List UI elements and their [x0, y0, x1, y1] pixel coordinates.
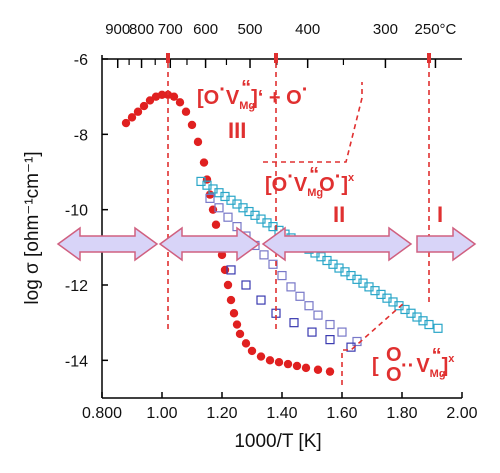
data-point-square	[223, 212, 233, 222]
data-point-circle	[292, 361, 302, 371]
data-point-square	[337, 327, 347, 337]
x-tick-label: 1.40	[266, 405, 297, 422]
data-point-circle	[157, 90, 167, 99]
x-tick-label: 1.00	[146, 405, 177, 422]
x-tick-label: 1.80	[386, 405, 417, 422]
region-boundaries	[166, 53, 431, 332]
data-point-circle	[265, 356, 275, 365]
defect-formula-3-o-top: O	[386, 344, 402, 366]
data-point-circle	[223, 280, 233, 290]
arrow-region-iii	[158, 226, 261, 262]
data-point-circle	[247, 346, 257, 356]
data-point-circle	[145, 96, 155, 105]
region-label-iii: III	[228, 118, 246, 143]
region-arrows	[56, 226, 477, 262]
data-point-circle	[229, 309, 239, 318]
top-tick-label: 800	[129, 21, 154, 38]
x-tick-label: 1.60	[326, 405, 357, 422]
data-point-circle	[226, 295, 236, 305]
arrow-left	[56, 226, 159, 262]
y-tick-label: -14	[65, 353, 88, 370]
data-point-circle	[325, 367, 335, 376]
data-point-square	[259, 250, 269, 260]
defect-formula-1: [O·VMg“]‘ + O·	[197, 77, 308, 112]
data-point-square	[325, 335, 335, 345]
top-tick-label: 600	[193, 21, 218, 38]
x-axis-title: 1000/T [K]	[234, 431, 321, 452]
defect-formula-2: [O·VMg“O·]x	[265, 164, 355, 199]
data-point-circle	[175, 98, 185, 107]
data-point-circle	[232, 320, 242, 329]
boundary-marker	[274, 53, 278, 63]
x-tick-label: 0.800	[82, 405, 122, 422]
data-point-square	[307, 327, 317, 337]
top-tick-label: 300	[373, 21, 398, 38]
top-tick-label: 400	[295, 21, 320, 38]
data-point-circle	[202, 175, 212, 184]
y-axis-title: log σ [ohm⁻¹cm⁻¹]	[22, 151, 43, 304]
defect-formula-3-rest: ·· VMg“]x	[401, 345, 455, 380]
data-point-square	[214, 203, 224, 213]
data-point-circle	[283, 359, 293, 369]
region-label-ii: II	[333, 202, 345, 227]
data-points	[121, 90, 443, 376]
data-point-square	[313, 310, 323, 320]
y-tick-label: -6	[74, 52, 88, 69]
data-point-circle	[220, 265, 230, 275]
arrow-region-i	[416, 226, 477, 262]
data-point-square	[289, 318, 299, 328]
data-point-circle	[187, 120, 197, 130]
data-point-circle	[181, 107, 191, 116]
top-tick-label: 900	[105, 21, 130, 38]
data-point-square	[424, 319, 434, 330]
data-point-circle	[217, 250, 227, 260]
data-point-square	[226, 265, 236, 275]
data-point-circle	[211, 220, 221, 229]
data-point-circle	[301, 363, 311, 373]
boundary-marker	[166, 53, 170, 63]
transition-line-upper	[263, 82, 363, 163]
axis-ticks: 0.800 1.00 1.20 1.40 1.60 1.80 2.00 -6 -8 -10 -12 -…	[65, 21, 478, 422]
data-point-circle	[241, 339, 251, 348]
arrow-region-ii	[261, 226, 413, 262]
data-point-square	[325, 319, 335, 330]
data-point-square	[433, 323, 443, 333]
top-tick-label: 250°C	[415, 21, 457, 38]
data-point-circle	[199, 158, 209, 167]
data-point-circle	[121, 118, 131, 128]
data-point-square	[256, 295, 266, 305]
data-point-circle	[133, 107, 143, 116]
transition-line-lower	[341, 302, 405, 385]
data-point-circle	[274, 358, 284, 367]
x-tick-label: 2.00	[446, 405, 477, 422]
y-tick-label: -12	[65, 278, 88, 295]
data-point-square	[268, 259, 278, 269]
top-tick-label: 500	[238, 21, 263, 38]
region-label-i: I	[437, 202, 443, 227]
data-point-circle	[256, 352, 266, 361]
data-point-circle	[313, 365, 323, 374]
data-point-circle	[235, 329, 245, 339]
data-point-square	[277, 270, 287, 281]
defect-formula-3-o-bottom: O	[386, 364, 402, 386]
data-point-square	[241, 280, 251, 290]
data-point-square	[286, 282, 296, 292]
data-point-square	[304, 301, 314, 311]
data-point-circle	[208, 205, 218, 214]
boundary-marker	[427, 53, 431, 63]
data-point-circle	[169, 92, 179, 101]
top-tick-label: 700	[158, 21, 183, 38]
data-point-square	[295, 291, 305, 301]
data-point-circle	[127, 113, 137, 122]
y-tick-label: -8	[74, 127, 88, 144]
y-tick-label: -10	[65, 203, 88, 220]
data-point-circle	[193, 137, 203, 147]
x-tick-label: 1.20	[206, 405, 237, 422]
defect-formula-3: [	[372, 355, 379, 377]
data-point-square	[205, 193, 215, 203]
data-point-circle	[139, 101, 149, 111]
